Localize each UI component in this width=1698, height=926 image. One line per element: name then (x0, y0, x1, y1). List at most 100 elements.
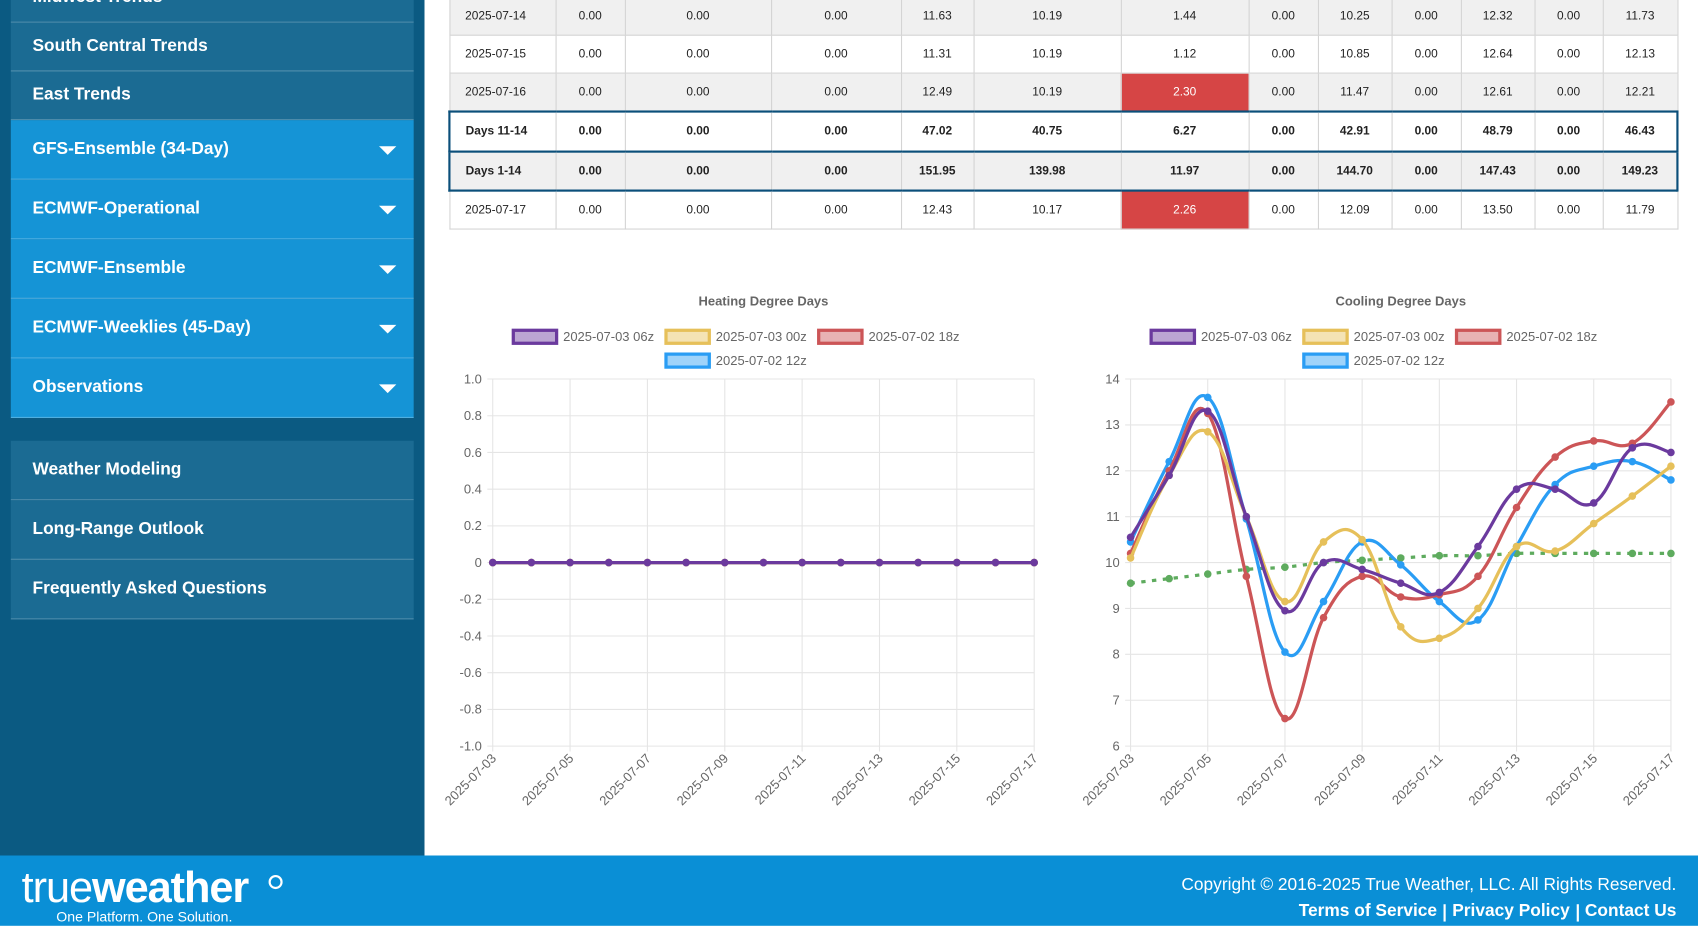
data-point (1512, 485, 1521, 493)
table-cell: 2025-07-17 (448, 189, 557, 230)
data-point (1589, 519, 1598, 528)
table-cell: 0.00 (554, 109, 626, 153)
nav-dropdown[interactable]: GFS-Ensemble (34-Day) (10, 120, 414, 180)
legend-swatch (1302, 328, 1349, 345)
data-point (1203, 393, 1212, 402)
nav-label: ECMWF-Weeklies (45-Day) (32, 318, 251, 337)
x-tick-label: 2025-07-05 (519, 751, 577, 809)
table-cell: 12.21 (1602, 72, 1678, 112)
nav-dropdown[interactable]: Observations (10, 358, 414, 419)
data-point (953, 558, 961, 567)
data-point (1435, 551, 1444, 560)
table-cell: 2.30 (1120, 72, 1250, 112)
data-point (1396, 554, 1405, 562)
table-row: 2025-07-14 0.00 0.00 0.00 11.63 10.19 1.44 0.00… (448, 0, 1678, 36)
nav-label: ECMWF-Operational (32, 199, 200, 218)
table-cell: 12.13 (1602, 34, 1678, 74)
y-tick-label: 0.8 (464, 408, 482, 423)
nav-item[interactable]: Frequently Asked Questions (10, 559, 414, 620)
table-cell: 13.50 (1460, 189, 1536, 230)
y-tick-label: 0.6 (464, 445, 482, 460)
table-cell: 12.61 (1460, 72, 1536, 112)
data-point (1165, 574, 1173, 583)
table-cell: 0.00 (770, 34, 902, 74)
legend-label: 2025-07-03 00z (1354, 329, 1445, 344)
dropdown-arrow (379, 324, 397, 334)
legend-swatch (511, 328, 559, 345)
table-cell: 144.70 (1317, 149, 1393, 192)
table-cell: 0.00 (770, 0, 902, 36)
x-tick-label: 2025-07-11 (1389, 751, 1446, 808)
tagline: One Platform. One Solution. (56, 908, 233, 925)
table-cell: 0.00 (624, 109, 772, 153)
data-point (1126, 533, 1135, 542)
footer-link[interactable]: Terms of Service (1298, 902, 1438, 921)
nav-item[interactable]: East Trends (10, 71, 414, 121)
table-row: Days 1-14 0.00 0.00 0.00 151.95 139.98 11.97 0.… (448, 149, 1679, 192)
nav-item[interactable]: Midwest Trends (10, 0, 414, 23)
data-point (1281, 606, 1289, 615)
table-row: Days 11-14 0.00 0.00 0.00 47.02 40.75 6.27 0.00… (448, 109, 1679, 153)
data-point (1358, 556, 1366, 565)
y-tick-label: 11 (1106, 509, 1119, 524)
legend-label: 2025-07-02 18z (1506, 329, 1597, 344)
table-cell: 42.91 (1317, 109, 1393, 153)
data-point (1203, 407, 1212, 415)
data-point (1667, 549, 1675, 558)
logo[interactable]: trueweather (22, 864, 250, 913)
y-tick-label: 7 (1112, 693, 1119, 708)
table-cell: 149.23 (1602, 149, 1679, 192)
data-point (1126, 579, 1135, 588)
data-point (1474, 616, 1482, 624)
x-tick-label: 2025-07-05 (1157, 751, 1215, 809)
footer-link[interactable]: Privacy Policy (1443, 903, 1570, 922)
data-point (488, 558, 497, 567)
footer-link[interactable]: Contact Us (1576, 903, 1676, 922)
y-tick-label: 10 (1105, 555, 1119, 570)
table-cell: 11.97 (1120, 149, 1250, 192)
data-point (1589, 499, 1598, 507)
data-point (527, 558, 536, 567)
x-tick-label: 2025-07-07 (1234, 751, 1292, 809)
table-cell: 2.26 (1120, 189, 1250, 230)
data-point (1435, 634, 1444, 643)
nav-label: Observations (32, 377, 144, 397)
table-cell: 0.00 (1390, 189, 1462, 230)
table-cell: 0.00 (1533, 149, 1604, 192)
data-point (914, 558, 922, 567)
nav-dropdown[interactable]: ECMWF-Operational (10, 179, 414, 240)
nav-dropdown[interactable]: ECMWF-Ensemble (10, 239, 414, 299)
legend-swatch (664, 352, 711, 369)
data-point (1628, 444, 1637, 452)
nav-dropdown[interactable]: ECMWF-Weeklies (45-Day) (10, 298, 414, 359)
y-tick-label: 12 (1105, 463, 1119, 478)
dropdown-arrow (379, 265, 397, 274)
table-cell: 0.00 (770, 72, 902, 112)
table-cell: 10.25 (1317, 0, 1393, 36)
table-cell: 12.09 (1317, 189, 1393, 230)
nav-item[interactable]: Weather Modeling (10, 440, 414, 501)
data-point (1589, 549, 1598, 558)
data-point (1667, 476, 1675, 484)
table-cell: 0.00 (624, 34, 772, 74)
table-cell: 0.00 (1533, 0, 1604, 36)
table-cell: 10.17 (972, 189, 1122, 230)
data-point (1628, 492, 1637, 500)
table-cell: 0.00 (1533, 72, 1604, 112)
nav-item[interactable]: South Central Trends (10, 22, 414, 72)
data-table: 2025-07-14 0.00 0.00 0.00 11.63 10.19 1.44 0.00… (448, 0, 1679, 230)
table-cell: 0.00 (770, 189, 902, 230)
x-tick-label: 2025-07-17 (1620, 751, 1678, 809)
table-cell: 0.00 (1533, 34, 1604, 74)
y-tick-label: 14 (1105, 371, 1119, 386)
table-cell: 0.00 (1248, 109, 1319, 153)
table-cell: 48.79 (1460, 109, 1536, 153)
table-cell: 0.00 (1248, 149, 1319, 192)
data-point (1203, 427, 1212, 436)
table-cell: 0.00 (770, 109, 902, 153)
table-cell: 0.00 (1533, 189, 1604, 230)
nav-item[interactable]: Long-Range Outlook (10, 500, 414, 560)
data-point (759, 558, 768, 567)
nav-label: ECMWF-Ensemble (32, 258, 186, 278)
